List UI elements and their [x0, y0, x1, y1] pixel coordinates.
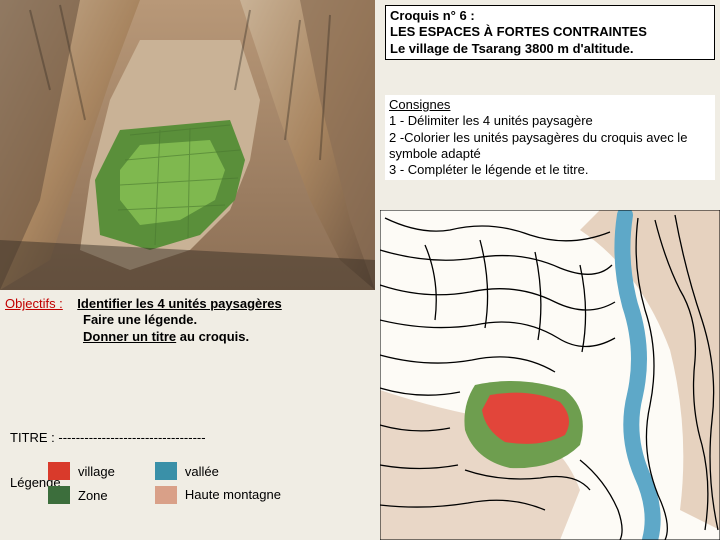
swatch-vallee [155, 462, 177, 480]
objectif-1: Identifier les 4 unités paysagères [77, 296, 281, 311]
legend-zone: Zone [78, 488, 108, 503]
consignes-box: Consignes 1 - Délimiter les 4 unités pay… [385, 95, 715, 180]
objectif-3a: Donner un titre [83, 329, 176, 344]
swatch-haute [155, 486, 177, 504]
consigne-2: 2 -Colorier les unités paysagères du cro… [389, 130, 711, 163]
sketch-drawing [380, 210, 720, 540]
objectif-2: Faire une légende. [83, 312, 197, 327]
swatch-village [48, 462, 70, 480]
legend-village: village [78, 464, 115, 479]
title-line2: Le village de Tsarang 3800 m d'altitude. [390, 41, 633, 56]
title-box: Croquis n° 6 : LES ESPACES À FORTES CONT… [385, 5, 715, 60]
titre-label: TITRE : [10, 430, 55, 445]
objectifs-label: Objectifs : [5, 296, 63, 311]
objectif-3b: au croquis. [176, 329, 249, 344]
objectifs-block: Objectifs : Identifier les 4 unités pays… [5, 296, 385, 345]
consignes-heading: Consignes [389, 97, 711, 113]
swatch-zone [48, 486, 70, 504]
legend-label: Légende [10, 475, 48, 490]
titre-dashes: ---------------------------------- [55, 430, 206, 445]
titre-line: TITRE : --------------------------------… [10, 430, 380, 446]
consigne-3: 3 - Compléter le légende et le titre. [389, 162, 711, 178]
legend-vallee: vallée [185, 464, 219, 479]
legend-block: Légende village Zone vallée [10, 460, 380, 504]
consigne-1: 1 - Délimiter les 4 unités paysagère [389, 113, 711, 129]
legend-haute: Haute montagne [185, 488, 281, 502]
reference-photo [0, 0, 375, 290]
title-line1a: Croquis n° 6 : [390, 8, 475, 23]
title-line1b: LES ESPACES À FORTES CONTRAINTES [390, 24, 647, 39]
